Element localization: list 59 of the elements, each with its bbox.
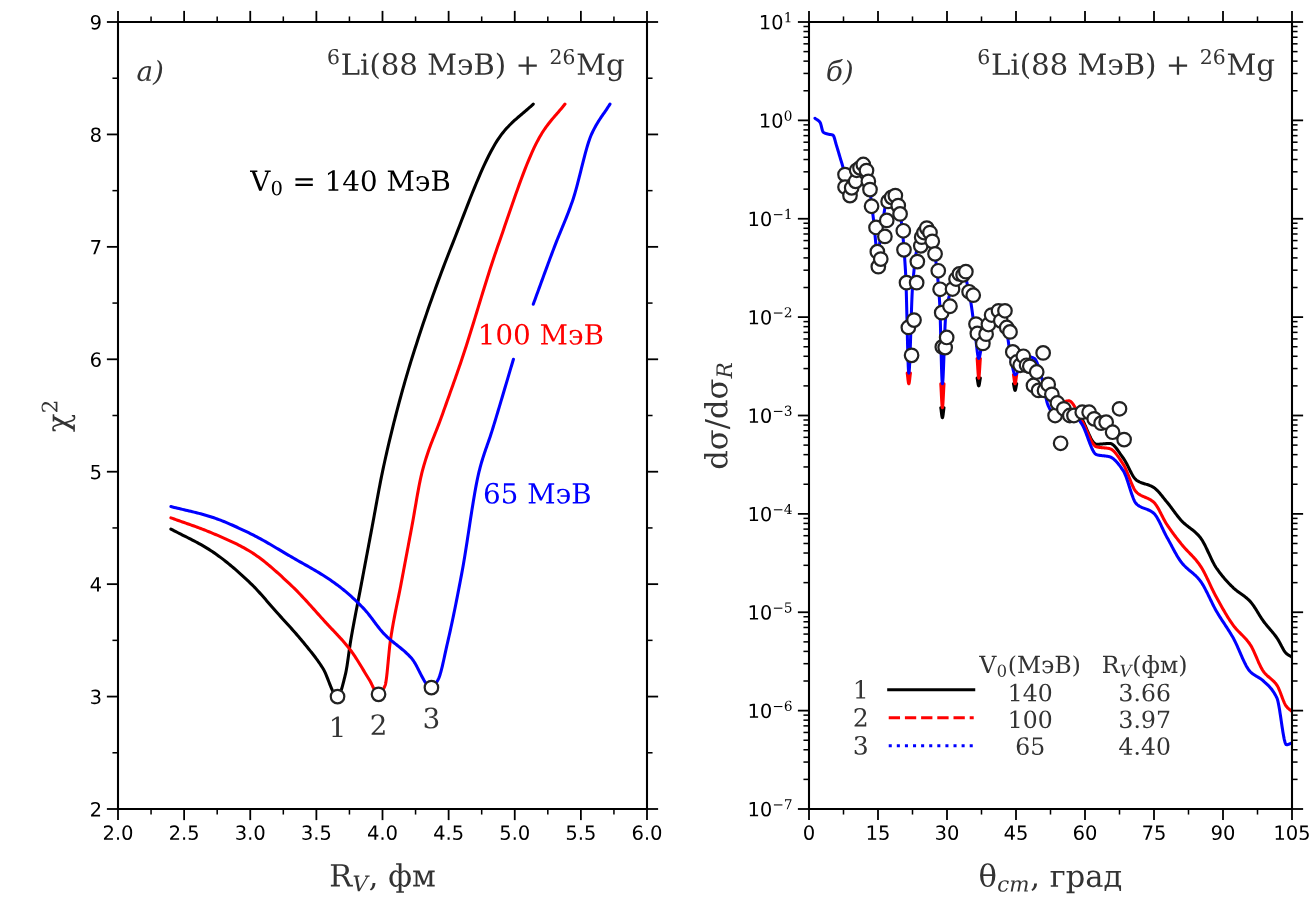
x-tick-label: 4.5	[434, 825, 463, 841]
x-axis-title: R$_{V}$, фм	[330, 863, 435, 893]
y-tick-label: 2	[91, 801, 101, 817]
x-tick-label: 2.0	[103, 825, 133, 841]
x-axis-title: θ$_{cm}$, град	[980, 863, 1122, 894]
y-tick-label: 10$^{−3}$	[749, 405, 792, 424]
y-tick-label: 7	[91, 240, 101, 255]
annotation: 65	[1016, 737, 1044, 755]
x-tick-label: 75	[1143, 825, 1165, 841]
y-tick-label: 4	[90, 577, 101, 592]
annotation: 3.97	[1120, 710, 1170, 729]
y-tick-label: 10$^{−7}$	[749, 799, 792, 817]
x-tick-label: 45	[1004, 825, 1027, 841]
series-label: V$_{0}$ = 140 МэВ	[249, 170, 450, 196]
x-tick-label: 5.5	[566, 825, 595, 841]
x-tick-label: 15	[867, 825, 889, 841]
annotation: 3	[424, 707, 439, 729]
series-label: 100 МэВ	[481, 323, 603, 345]
x-tick-label: 4.0	[367, 825, 397, 841]
annotation: 100	[1010, 710, 1052, 729]
annotation: 3.66	[1120, 683, 1170, 702]
x-tick-label: 3.0	[236, 825, 265, 841]
y-tick-label: 8	[90, 127, 101, 143]
annotation: $^{6}$Li(88 МэВ) + $^{26}$Mg	[328, 48, 624, 82]
x-tick-label: 2.5	[170, 825, 198, 841]
legend-label: 1	[855, 680, 866, 699]
legend-label: 3	[854, 735, 867, 755]
x-tick-label: 3.5	[302, 825, 331, 841]
x-tick-label: 105	[1275, 825, 1309, 841]
y-tick-label: 5	[91, 464, 101, 480]
y-tick-label: 10$^{−6}$	[749, 700, 792, 719]
x-tick-label: 5.0	[500, 825, 529, 841]
y-tick-label: 10$^{−1}$	[749, 208, 791, 227]
y-tick-label: 6	[91, 352, 101, 367]
x-tick-label: 0	[804, 825, 814, 841]
x-tick-label: 30	[936, 825, 959, 841]
annotation: R$_{V}$(фм)	[1103, 655, 1186, 678]
y-tick-label: 10$^{−4}$	[749, 503, 792, 522]
y-tick-label: 9	[90, 14, 101, 30]
annotation: 4.40	[1119, 737, 1170, 755]
annotation: V$_{0}$(МэВ)	[979, 655, 1080, 677]
annotation: а)	[137, 59, 163, 86]
x-tick-label: 6.0	[632, 825, 662, 841]
y-axis-title: dσ/dσ$_{R}$	[704, 363, 733, 469]
annotation: 2	[371, 714, 385, 735]
series-label: 65 МэВ	[484, 482, 590, 504]
y-tick-label: 10$^{1}$	[760, 12, 791, 30]
y-tick-label: 10$^{−2}$	[749, 307, 792, 325]
y-tick-label: 10$^{0}$	[760, 110, 792, 128]
x-tick-label: 60	[1073, 825, 1097, 841]
y-tick-label: 3	[91, 689, 101, 705]
y-tick-label: 10$^{−5}$	[749, 602, 792, 620]
annotation: 140	[1010, 683, 1052, 702]
legend-label: 2	[854, 707, 867, 727]
annotation: 1	[332, 716, 343, 738]
annotation: $^{6}$Li(88 МэВ) + $^{26}$Mg	[978, 48, 1275, 82]
y-axis-title: χ$^{2}$	[41, 401, 76, 432]
x-tick-label: 90	[1211, 825, 1235, 841]
annotation: б)	[827, 58, 852, 86]
